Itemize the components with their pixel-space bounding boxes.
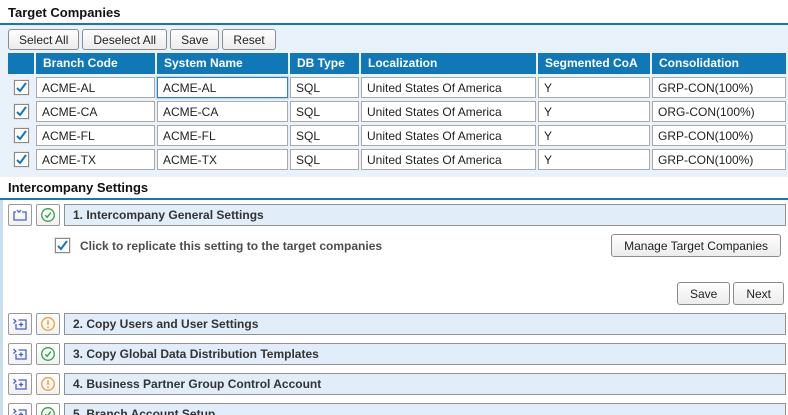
deselect-all-button[interactable]: Deselect All: [82, 29, 168, 50]
column-header-segmented-coa: Segmented CoA: [538, 53, 650, 74]
checked-checkbox-icon: [15, 130, 27, 141]
branch-code-field[interactable]: [36, 149, 155, 170]
column-header-branch-code: Branch Code: [36, 53, 155, 74]
section-row-copy-users: 2. Copy Users and User Settings: [8, 313, 786, 335]
collapse-section-icon: [13, 209, 27, 221]
segmented-coa-field[interactable]: [538, 101, 650, 122]
replicate-checkbox-label: Click to replicate this setting to the t…: [80, 238, 383, 253]
column-header-system-name: System Name: [157, 53, 288, 74]
manage-target-companies-button[interactable]: Manage Target Companies: [611, 234, 781, 257]
section-header-general-settings[interactable]: 1. Intercompany General Settings: [64, 204, 786, 226]
section-row-branch-account-setup: 5. Branch Account Setup: [8, 403, 786, 415]
page-title: Target Companies: [0, 0, 788, 25]
green-check-circle-icon: [41, 208, 55, 222]
row-checkbox[interactable]: [13, 128, 29, 143]
section-header-branch-account-setup[interactable]: 5. Branch Account Setup: [64, 403, 786, 415]
expand-section-icon: [13, 348, 27, 360]
section-header-copy-users[interactable]: 2. Copy Users and User Settings: [64, 313, 786, 335]
consolidation-company-field[interactable]: [652, 125, 786, 146]
status-complete-icon: [36, 204, 60, 226]
row-checkbox-cell: [8, 77, 34, 98]
checked-checkbox-icon: [15, 106, 27, 117]
expand-section-button[interactable]: [8, 403, 32, 415]
column-header-localization: Localization: [361, 53, 536, 74]
row-checkbox[interactable]: [13, 152, 29, 167]
table-row: [8, 125, 788, 146]
status-warning-icon: [36, 373, 60, 395]
section-row-general-settings: 1. Intercompany General Settings: [8, 204, 786, 226]
segmented-coa-field[interactable]: [538, 149, 650, 170]
general-settings-actions: Save Next: [8, 282, 784, 305]
db-type-field[interactable]: [290, 101, 359, 122]
table-row: [8, 101, 788, 122]
column-header-consolidation-company: Consolidation Company: [652, 53, 786, 74]
status-complete-icon: [36, 343, 60, 365]
table-header-row: Branch Code System Name DB Type Localiza…: [8, 53, 788, 74]
section-save-button[interactable]: Save: [676, 282, 731, 305]
row-checkbox-cell: [8, 101, 34, 122]
localization-field[interactable]: [361, 149, 536, 170]
branch-code-field[interactable]: [36, 77, 155, 98]
db-type-field[interactable]: [290, 77, 359, 98]
section-row-bp-group-control-account: 4. Business Partner Group Control Accoun…: [8, 373, 786, 395]
table-toolbar: Select All Deselect All Save Reset: [0, 25, 788, 50]
expand-section-icon: [13, 318, 27, 330]
replicate-checkbox[interactable]: [55, 238, 70, 253]
system-name-field[interactable]: [157, 77, 288, 98]
select-all-button[interactable]: Select All: [8, 29, 80, 50]
segmented-coa-field[interactable]: [538, 125, 650, 146]
green-check-circle-icon: [41, 347, 55, 361]
intercompany-settings-title: Intercompany Settings: [0, 177, 788, 200]
branch-code-field[interactable]: [36, 101, 155, 122]
checked-checkbox-icon: [15, 82, 27, 93]
row-checkbox-cell: [8, 125, 34, 146]
row-checkbox[interactable]: [13, 104, 29, 119]
general-settings-content: Click to replicate this setting to the t…: [8, 234, 786, 305]
checked-checkbox-icon: [57, 240, 68, 251]
localization-field[interactable]: [361, 101, 536, 122]
consolidation-company-field[interactable]: [652, 77, 786, 98]
system-name-field[interactable]: [157, 101, 288, 122]
column-header-checkbox: [8, 53, 34, 74]
orange-exclamation-circle-icon: [41, 377, 55, 391]
table-row: [8, 77, 788, 98]
status-complete-icon: [36, 403, 60, 415]
consolidation-company-field[interactable]: [652, 149, 786, 170]
row-checkbox-cell: [8, 149, 34, 170]
section-header-global-data-distribution[interactable]: 3. Copy Global Data Distribution Templat…: [64, 343, 786, 365]
replicate-setting-row: Click to replicate this setting to the t…: [55, 234, 784, 257]
expand-section-button[interactable]: [8, 313, 32, 335]
status-warning-icon: [36, 313, 60, 335]
localization-field[interactable]: [361, 77, 536, 98]
expand-section-button[interactable]: [8, 373, 32, 395]
reset-button[interactable]: Reset: [222, 29, 276, 50]
expand-section-icon: [13, 378, 27, 390]
section-row-global-data-distribution: 3. Copy Global Data Distribution Templat…: [8, 343, 786, 365]
orange-exclamation-circle-icon: [41, 317, 55, 331]
db-type-field[interactable]: [290, 149, 359, 170]
row-checkbox[interactable]: [13, 80, 29, 95]
localization-field[interactable]: [361, 125, 536, 146]
table-row: [8, 149, 788, 170]
consolidation-company-field[interactable]: [652, 101, 786, 122]
column-header-db-type: DB Type: [290, 53, 359, 74]
expand-section-button[interactable]: [8, 343, 32, 365]
section-header-bp-group-control-account[interactable]: 4. Business Partner Group Control Accoun…: [64, 373, 786, 395]
target-companies-table: Branch Code System Name DB Type Localiza…: [8, 53, 788, 170]
green-check-circle-icon: [41, 407, 55, 415]
db-type-field[interactable]: [290, 125, 359, 146]
checked-checkbox-icon: [15, 154, 27, 165]
system-name-field[interactable]: [157, 149, 288, 170]
system-name-field[interactable]: [157, 125, 288, 146]
collapse-section-button[interactable]: [8, 204, 32, 226]
expand-section-icon: [13, 408, 27, 415]
target-companies-panel: Select All Deselect All Save Reset Branc…: [0, 25, 788, 177]
save-button[interactable]: Save: [170, 29, 220, 50]
branch-code-field[interactable]: [36, 125, 155, 146]
intercompany-settings-accordion: 1. Intercompany General Settings Click t…: [0, 200, 788, 415]
section-next-button[interactable]: Next: [733, 282, 784, 305]
segmented-coa-field[interactable]: [538, 77, 650, 98]
